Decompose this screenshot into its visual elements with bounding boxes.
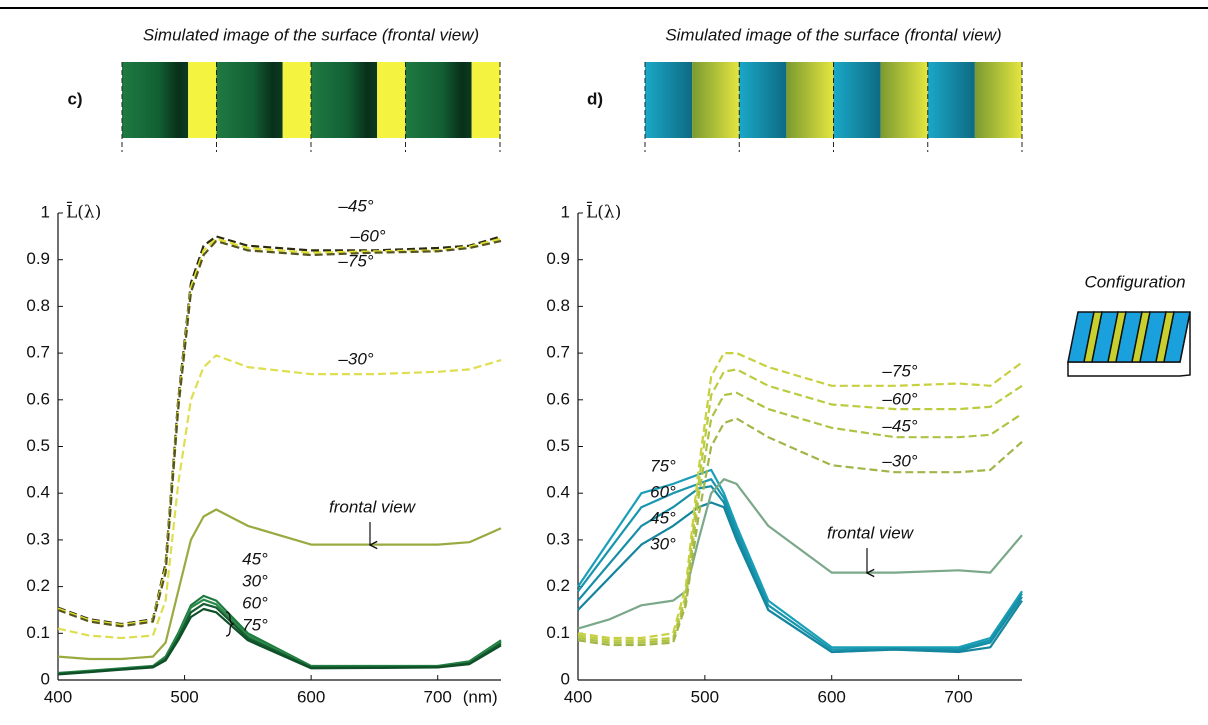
panel-label: c) xyxy=(67,89,82,108)
x-tick-label: 500 xyxy=(691,687,719,706)
series-line xyxy=(57,607,502,676)
stripe xyxy=(188,62,217,138)
stripe xyxy=(645,62,693,138)
y-tick-label: 0.7 xyxy=(26,343,50,362)
series-line xyxy=(57,239,502,628)
y-tick-label: 0.3 xyxy=(546,529,570,548)
series-label: 60° xyxy=(242,593,268,612)
y-tick-label: 1 xyxy=(41,202,50,221)
configuration-icon: Configuration xyxy=(1067,272,1191,377)
stripe xyxy=(833,62,881,138)
series-label: –30° xyxy=(881,451,917,470)
series-line xyxy=(57,594,502,675)
stripe xyxy=(122,62,189,138)
series-label: –60° xyxy=(881,389,917,408)
y-tick-label: 0.9 xyxy=(546,249,570,268)
series-label: –75° xyxy=(881,361,917,380)
series-line xyxy=(577,352,1023,640)
stripe xyxy=(880,62,928,138)
y-tick-label: 0.2 xyxy=(26,576,50,595)
y-tick-label: 0.6 xyxy=(546,389,570,408)
stripe xyxy=(216,62,283,138)
x-tick-label: 700 xyxy=(944,687,972,706)
y-tick-label: 1 xyxy=(561,202,570,221)
configuration-label: Configuration xyxy=(1084,272,1185,291)
panel-label: d) xyxy=(587,89,603,108)
x-tick-label: 400 xyxy=(44,687,72,706)
y-tick-label: 0.1 xyxy=(26,623,50,642)
stripe xyxy=(927,62,975,138)
series-label: 30° xyxy=(650,534,676,553)
series-label: 45° xyxy=(650,508,676,527)
series-line xyxy=(57,235,502,626)
series-label: 30° xyxy=(242,571,268,590)
series-line xyxy=(57,237,502,626)
x-tick-label: 700 xyxy=(424,687,452,706)
series-line xyxy=(577,391,1023,644)
y-tick-label: 0.3 xyxy=(26,529,50,548)
series-label: 45° xyxy=(242,549,268,568)
series-line xyxy=(577,478,1023,630)
stripe xyxy=(974,62,1022,138)
series-line xyxy=(577,501,1023,654)
y-tick-label: 0.5 xyxy=(26,436,50,455)
y-label: L̄(λ) xyxy=(66,200,101,222)
x-tick-label: 600 xyxy=(818,687,846,706)
series-line xyxy=(577,478,1023,651)
series-label: 75° xyxy=(242,615,268,634)
y-tick-label: 0.6 xyxy=(26,389,50,408)
stripe xyxy=(282,62,311,138)
stripe xyxy=(311,62,378,138)
brace xyxy=(225,611,235,637)
series-label: frontal view xyxy=(827,523,915,542)
stripe xyxy=(377,62,406,138)
stripe xyxy=(471,62,500,138)
series-label: frontal view xyxy=(329,497,417,516)
series-label: –45° xyxy=(881,416,917,435)
series-label: 75° xyxy=(650,456,676,475)
y-tick-label: 0.4 xyxy=(26,483,50,502)
image-title: Simulated image of the surface (frontal … xyxy=(665,25,1001,44)
x-tick-label: 400 xyxy=(564,687,592,706)
series-line xyxy=(577,368,1023,642)
x-tick-label: 600 xyxy=(297,687,325,706)
y-tick-label: 0.2 xyxy=(546,576,570,595)
series-label: –60° xyxy=(349,226,385,245)
series-line xyxy=(57,508,502,661)
series-line xyxy=(577,417,1023,647)
series-label: 60° xyxy=(650,482,676,501)
y-tick-label: 0.8 xyxy=(546,296,570,315)
series-line xyxy=(57,602,502,675)
series-line xyxy=(57,354,502,640)
y-tick-label: 0.7 xyxy=(546,343,570,362)
x-unit: (nm) xyxy=(463,687,498,706)
y-tick-label: 0 xyxy=(41,669,50,688)
y-tick-label: 0.5 xyxy=(546,436,570,455)
series-line xyxy=(577,468,1023,649)
y-tick-label: 0.4 xyxy=(546,483,570,502)
series-label: –75° xyxy=(337,251,373,270)
y-label: L̄(λ) xyxy=(586,200,621,222)
series-label: –45° xyxy=(337,196,373,215)
y-tick-label: 0.9 xyxy=(26,249,50,268)
x-tick-label: 500 xyxy=(170,687,198,706)
y-tick-label: 0.1 xyxy=(546,623,570,642)
y-tick-label: 0 xyxy=(561,669,570,688)
stripe xyxy=(405,62,472,138)
series-label: –30° xyxy=(337,349,373,368)
image-title: Simulated image of the surface (frontal … xyxy=(143,25,479,44)
y-tick-label: 0.8 xyxy=(26,296,50,315)
stripe xyxy=(692,62,740,138)
stripe xyxy=(739,62,787,138)
stripe xyxy=(786,62,834,138)
series-line xyxy=(57,598,502,675)
